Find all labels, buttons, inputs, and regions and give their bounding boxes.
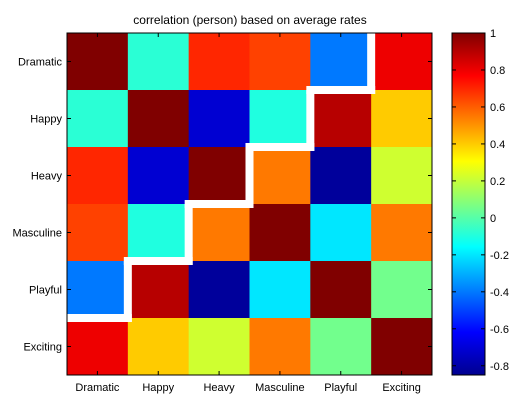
x-tick-label: Playful (324, 382, 357, 394)
colorbar-tick-label: 0.8 (490, 65, 505, 77)
colorbar-tick-label: -0.2 (490, 250, 509, 262)
heatmap-cell (249, 204, 311, 262)
heatmap-cell (188, 204, 250, 262)
colorbar-ticks: 1 0.8 0.6 0.4 0.2 0 -0.2 -0.4 -0.6 -0.8 (452, 28, 509, 373)
heatmap-cell (127, 261, 190, 319)
heatmap-cell (67, 204, 129, 262)
colorbar-tick-label: -0.6 (490, 324, 509, 336)
heatmap-cell (67, 147, 129, 205)
x-axis-ticks: Dramatic Happy Heavy Masculine Playful Exciti… (75, 33, 421, 394)
colorbar-tick-label: 0.6 (490, 102, 505, 114)
y-axis-ticks: Dramatic Happy Heavy Masculine Playful Exciti… (12, 57, 432, 354)
separator-vertical (123, 261, 132, 322)
heatmap-cell (127, 204, 190, 262)
heatmap-cell (371, 33, 433, 91)
y-tick-label: Playful (29, 285, 62, 297)
heatmap-cell (249, 33, 311, 91)
x-tick-label: Exciting (382, 382, 421, 394)
heatmap-cell (67, 318, 129, 376)
heatmap-cell (310, 147, 372, 205)
heatmap-cell (67, 261, 129, 319)
separator-vertical (245, 147, 254, 208)
separator-vertical (184, 204, 193, 265)
heatmap-cell (67, 33, 129, 91)
colorbar-tick-label: -0.4 (490, 287, 509, 299)
diagonal-separators (63, 33, 376, 322)
heatmap-cell (127, 90, 190, 148)
y-tick-label: Dramatic (18, 57, 63, 69)
separator-horizontal (123, 257, 193, 265)
x-tick-label: Happy (142, 382, 174, 394)
heatmap-cell (371, 261, 433, 319)
separator-vertical (367, 33, 376, 94)
heatmap-cell (310, 204, 372, 262)
heatmap-cell (371, 147, 433, 205)
y-tick-label: Masculine (12, 228, 62, 240)
colorbar-tick-label: 1 (490, 28, 496, 40)
x-tick-label: Heavy (203, 382, 235, 394)
separator-horizontal (184, 200, 254, 208)
heatmap-cell (67, 90, 129, 148)
heatmap-cell (188, 147, 250, 205)
separator-vertical (306, 90, 315, 151)
heatmap-cell (249, 261, 311, 319)
separator-horizontal (63, 314, 132, 322)
heatmap-cell (127, 33, 190, 91)
heatmap-cell (310, 90, 372, 148)
y-tick-label: Exciting (23, 342, 62, 354)
colorbar-tick-label: 0.2 (490, 176, 505, 188)
heatmap-cell (371, 90, 433, 148)
plot-frame (66, 32, 433, 376)
heatmap-cell (188, 90, 250, 148)
colorbar-tick-label: 0 (490, 213, 496, 225)
heatmap-cell (249, 318, 311, 376)
heatmap-cell (127, 318, 190, 376)
colorbar-tick-label: 0.4 (490, 139, 505, 151)
heatmap-cell (371, 204, 433, 262)
x-tick-label: Masculine (255, 382, 305, 394)
separator-horizontal (306, 86, 376, 94)
y-tick-label: Happy (30, 114, 62, 126)
heatmap-cell (310, 261, 372, 319)
heatmap-cell (188, 261, 250, 319)
heatmap-cell (310, 318, 372, 376)
heatmap-cell (188, 318, 250, 376)
x-tick-label: Dramatic (75, 382, 120, 394)
separator-horizontal (245, 143, 315, 151)
heatmap-cell (249, 90, 311, 148)
heatmap-cell (371, 318, 433, 376)
heatmap-cells (67, 33, 433, 376)
heatmap-cell (249, 147, 311, 205)
heatmap-cell (310, 33, 372, 91)
colorbar-tick-label: -0.8 (490, 361, 509, 373)
colorbar (451, 32, 486, 376)
chart-title: correlation (person) based on average ra… (133, 13, 366, 27)
heatmap-cell (188, 33, 250, 91)
heatmap-cell (127, 147, 190, 205)
y-tick-label: Heavy (31, 171, 63, 183)
